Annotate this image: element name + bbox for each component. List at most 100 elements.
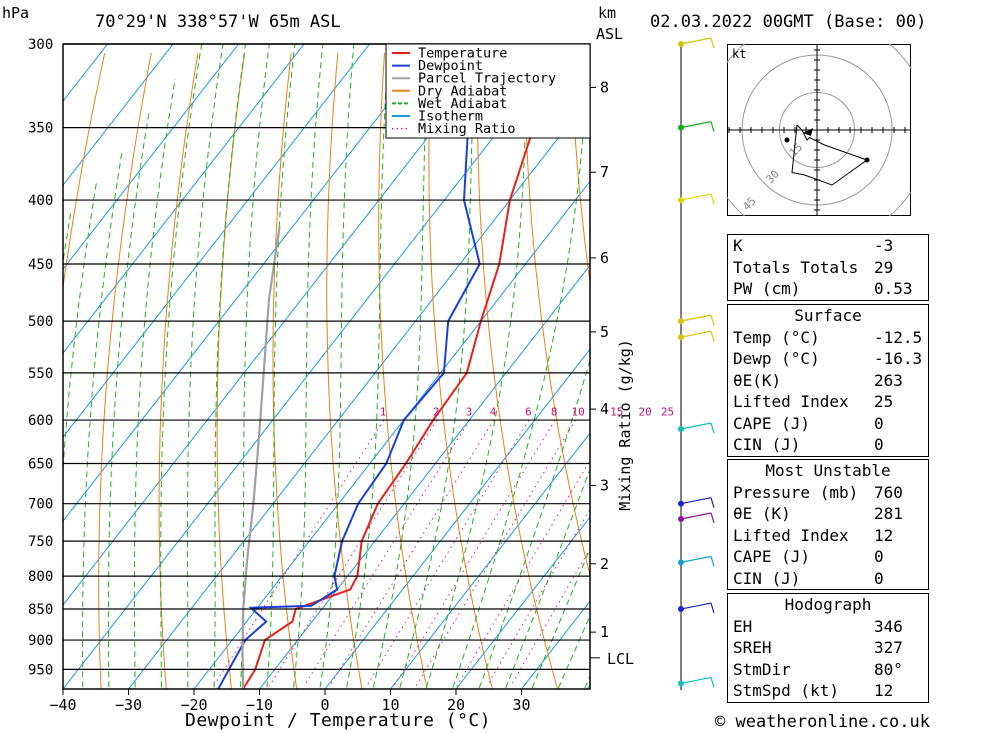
x-tick-label: −40 <box>49 696 76 714</box>
location-title: 70°29'N 338°57'W 65m ASL <box>95 12 341 32</box>
mu-li-label: Lifted Index <box>733 525 849 545</box>
wind-level-dot <box>678 124 684 131</box>
legend-label: Temperature <box>418 46 507 62</box>
wind-barb-flag <box>710 556 715 567</box>
km-tick-label: 2 <box>600 555 609 573</box>
copyright: © weatheronline.co.uk <box>715 712 930 732</box>
wet-adiabat-line <box>398 44 476 689</box>
legend-label: Wet Adiabat <box>418 96 507 112</box>
series-temperature-line <box>242 44 587 689</box>
pressure-tick-label: 500 <box>28 314 53 330</box>
wet-adiabat-line <box>557 614 590 689</box>
sreh-label: SREH <box>733 638 772 657</box>
pressure-tick-label: 850 <box>28 602 53 618</box>
wind-barb <box>680 497 712 505</box>
surface-cape-value: 0 <box>874 413 884 433</box>
mixing-ratio-axis-label: Mixing Ratio (g/kg) <box>616 339 634 511</box>
mixing-ratio-label: 10 <box>572 406 585 419</box>
wet-adiabat-line <box>160 44 203 689</box>
pressure-tick-label: 750 <box>28 534 53 550</box>
mu-cin-label: CIN (J) <box>733 568 801 588</box>
plot-frame <box>62 43 591 690</box>
wind-barb-flag <box>710 314 715 326</box>
pw-value: 0.53 <box>874 279 913 298</box>
stmdir-label: StmDir <box>733 659 791 679</box>
pressure-tick-label: 650 <box>28 456 53 472</box>
surface-theta-value: 263 <box>874 370 903 390</box>
pressure-tick-label: 450 <box>28 257 53 273</box>
wet-adiabat-line <box>478 358 590 689</box>
wind-level-dot <box>678 334 684 341</box>
wind-barb <box>680 314 712 322</box>
wind-barb-flag <box>710 602 715 614</box>
dry-adiabat-line <box>570 52 590 287</box>
wind-barb-flag <box>710 193 715 205</box>
x-tick-label: 20 <box>447 696 465 714</box>
dry-adiabat-line <box>158 52 199 689</box>
hodograph-unit: kt <box>732 47 746 61</box>
lcl-label: LCL <box>607 650 635 668</box>
surface-li-label: Lifted Index <box>733 392 849 411</box>
isotherm-line <box>128 96 590 689</box>
wind-barb <box>680 37 712 45</box>
km-tick-label: 3 <box>600 477 609 495</box>
wind-barb-flag <box>710 677 715 688</box>
stmspd-label: StmSpd (kt) <box>733 681 839 700</box>
x-axis-label: Dewpoint / Temperature (°C) <box>185 710 492 731</box>
wind-barb-flag <box>710 497 715 508</box>
pressure-tick-label: 400 <box>28 193 53 209</box>
km-tick-label: 1 <box>600 623 609 641</box>
wind-barb <box>680 422 712 430</box>
hodograph-table: Hodograph EH 346 SREH 327 StmDir 80° StmSpd… <box>727 593 929 703</box>
pressure-tick-label: 350 <box>28 121 53 137</box>
mixing-ratio-line <box>415 419 576 687</box>
wind-barb <box>680 330 712 338</box>
surface-title: Surface <box>794 306 862 325</box>
mu-theta-value: 281 <box>874 504 903 523</box>
eh-label: EH <box>733 616 753 636</box>
isotherm-line <box>193 180 590 689</box>
stmspd-value: 12 <box>874 681 894 700</box>
mu-li-value: 12 <box>874 525 894 545</box>
isotherm-line <box>63 44 108 102</box>
wind-barb <box>680 121 712 129</box>
mu-cape-label: CAPE (J) <box>733 547 811 566</box>
wet-adiabat-line <box>63 213 72 266</box>
mixing-ratio-label: 3 <box>466 406 473 419</box>
wind-level-dot <box>678 426 684 433</box>
km-tick-label: 8 <box>600 78 609 96</box>
wet-adiabat-line <box>345 44 390 689</box>
mixing-ratio-label: 8 <box>551 406 558 419</box>
dry-adiabat-line <box>378 52 428 689</box>
wind-level-dot <box>678 500 684 507</box>
legend-label: Dry Adiabat <box>418 83 507 99</box>
legend-label: Mixing Ratio <box>418 121 516 137</box>
legend-label: Parcel Trajectory <box>418 71 556 87</box>
wet-adiabat-line <box>63 179 98 478</box>
x-tick-label: 10 <box>381 696 399 714</box>
isotherm-line <box>63 44 239 270</box>
wind-level-dot <box>678 197 684 204</box>
x-tick-label: −30 <box>115 696 142 714</box>
surface-dewp-label: Dewp (°C) <box>733 349 820 368</box>
height-unit-label-2: ASL <box>596 25 624 43</box>
dry-adiabat-line <box>428 52 493 689</box>
isotherm-line <box>63 44 305 354</box>
legend-label: Isotherm <box>418 109 483 125</box>
dry-adiabat-line <box>98 52 152 689</box>
wet-adiabat-line <box>266 44 296 689</box>
hodograph-storm-motion-dot <box>784 137 790 143</box>
mu-pressure-label: Pressure (mb) <box>733 482 859 502</box>
wind-barb-flag <box>710 422 715 434</box>
dry-adiabat-line <box>944 53 1000 689</box>
km-tick-label: 7 <box>600 163 609 181</box>
mixing-ratio-label: 6 <box>525 406 532 419</box>
dry-adiabat-line <box>63 52 106 291</box>
isotherm-line <box>324 348 590 689</box>
hodograph-title: Hodograph <box>784 595 872 614</box>
wet-adiabat-line <box>292 44 324 689</box>
dry-adiabat-line <box>523 52 590 577</box>
pressure-tick-label: 700 <box>28 497 53 513</box>
surface-cin-label: CIN (J) <box>733 435 801 454</box>
wind-barb-flag <box>710 331 715 342</box>
